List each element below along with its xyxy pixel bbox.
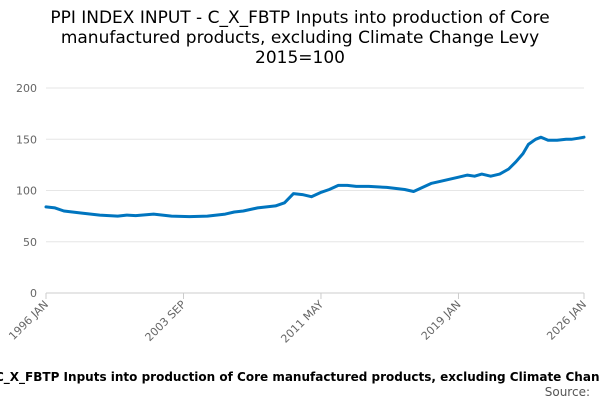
gridlines (46, 87, 584, 243)
legend-label: C_X_FBTP Inputs into production of Core … (0, 370, 600, 385)
y-tick-label: 200 (16, 82, 37, 95)
x-tick-label: 2011 MAY (278, 298, 326, 346)
y-tick-label: 150 (16, 133, 37, 146)
series-line (44, 135, 586, 219)
x-tick-label: 1996 JAN (6, 298, 51, 343)
x-tick-label: 2026 JAN (544, 298, 589, 343)
y-tick-label: 50 (23, 236, 37, 249)
x-tick-label: 2003 SEP (143, 298, 189, 344)
source-label: Source: (545, 385, 590, 399)
y-tick-label: 100 (16, 185, 37, 198)
y-tick-label: 0 (30, 287, 37, 300)
x-axis-ticks: 1996 JAN 2003 SEP 2011 MAY 2019 JAN 2026 JAN (6, 293, 589, 346)
chart-title-line-1: PPI INDEX INPUT - C_X_FBTP Inputs into p… (50, 8, 549, 28)
chart-title-line-2: manufactured products, excluding Climate… (61, 28, 539, 48)
x-tick-label: 2019 JAN (419, 298, 464, 343)
chart-title-line-3: 2015=100 (255, 48, 345, 68)
y-axis-ticks: 0 50 100 150 200 (16, 82, 37, 300)
